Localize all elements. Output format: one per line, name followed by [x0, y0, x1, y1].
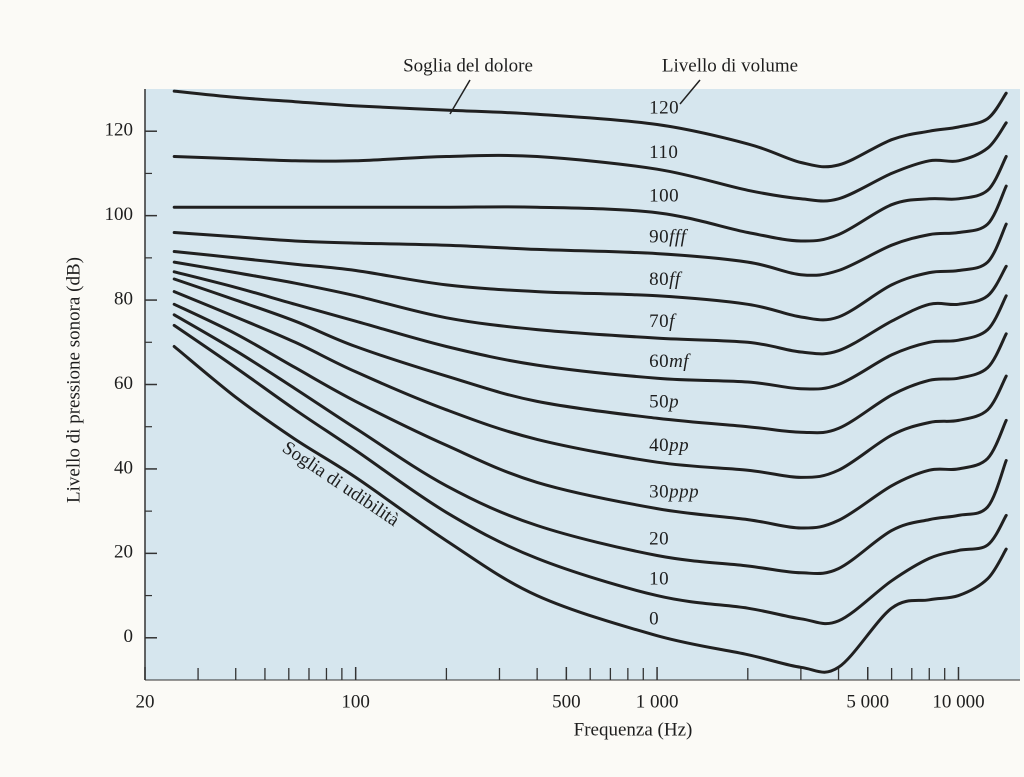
- curve-label: 10: [649, 569, 669, 590]
- curve-label: 0: [649, 609, 659, 630]
- curve-level: 80: [649, 269, 669, 290]
- curve-level: 30: [649, 482, 669, 503]
- curve-level: 10: [649, 569, 669, 590]
- loudness-curve: [172, 313, 1008, 575]
- curve-dynamic: pp: [667, 436, 689, 457]
- y-tick-label: 40: [114, 457, 133, 478]
- leader-line: [679, 79, 701, 105]
- curve-level: 0: [649, 609, 659, 630]
- curve-label: 30ppp: [649, 482, 699, 503]
- curve-level: 60: [649, 352, 669, 373]
- loudness-curve: [172, 155, 1008, 243]
- leader-line: [449, 79, 471, 115]
- y-tick-label: 0: [124, 626, 134, 647]
- curve-dynamic: p: [667, 392, 679, 413]
- curve-level: 50: [649, 392, 669, 413]
- curve-dynamic: fff: [669, 227, 689, 248]
- y-tick-label: 60: [114, 373, 133, 394]
- loudness-curve: [172, 184, 1008, 277]
- x-tick-label: 10 000: [932, 691, 984, 712]
- x-tick-label: 100: [341, 691, 370, 712]
- curve-level: 20: [649, 529, 669, 550]
- curve-label: 70f: [649, 311, 677, 332]
- curve-label: 20: [649, 529, 669, 550]
- curve-level: 110: [649, 143, 678, 164]
- curve-label: 60mf: [649, 352, 691, 373]
- curve-label: 110: [649, 143, 678, 164]
- loudness-curve: [172, 89, 1008, 169]
- curve-dynamic: ppp: [667, 482, 699, 503]
- curve-level: 120: [649, 98, 679, 119]
- y-axis-title: Livello di pressione sonora (dB): [63, 257, 84, 503]
- pain-threshold-title: Soglia del dolore: [403, 55, 533, 76]
- curve-label: 40pp: [649, 436, 689, 457]
- curve-dynamic: mf: [669, 352, 691, 373]
- x-tick-label: 500: [552, 691, 581, 712]
- loudness-curve: [172, 277, 1008, 435]
- y-tick-label: 20: [114, 542, 133, 563]
- x-tick-label: 20: [136, 691, 155, 712]
- curve-level: 40: [649, 436, 669, 457]
- loudness-curve: [172, 345, 1008, 674]
- x-tick-label: 1 000: [636, 691, 679, 712]
- curve-label: 50p: [649, 392, 679, 413]
- loudness-curve: [172, 222, 1008, 322]
- curve-dynamic: f: [669, 311, 677, 332]
- y-tick-label: 80: [114, 288, 133, 309]
- curve-level: 100: [649, 186, 679, 207]
- loudness-curve: [172, 260, 1008, 356]
- loudness-curve: [172, 270, 1008, 391]
- curve-level: 70: [649, 311, 669, 332]
- curve-label: 90fff: [649, 227, 689, 248]
- curve-dynamic: ff: [669, 269, 683, 290]
- x-tick-label: 5 000: [846, 691, 889, 712]
- x-axis-title: Frequenza (Hz): [574, 719, 693, 740]
- loudness-level-title: Livello di volume: [662, 55, 798, 76]
- y-tick-label: 100: [105, 204, 134, 225]
- curve-label: 100: [649, 186, 679, 207]
- curve-label: 80ff: [649, 269, 683, 290]
- loudness-curve: [172, 323, 1008, 626]
- plot-background: [145, 89, 1020, 680]
- curve-level: 90: [649, 227, 669, 248]
- loudness-curve: [172, 290, 1008, 479]
- loudness-curve: [172, 121, 1008, 203]
- loudness-curve: [172, 302, 1008, 530]
- curve-label: 120: [649, 98, 679, 119]
- y-tick-label: 120: [105, 120, 134, 141]
